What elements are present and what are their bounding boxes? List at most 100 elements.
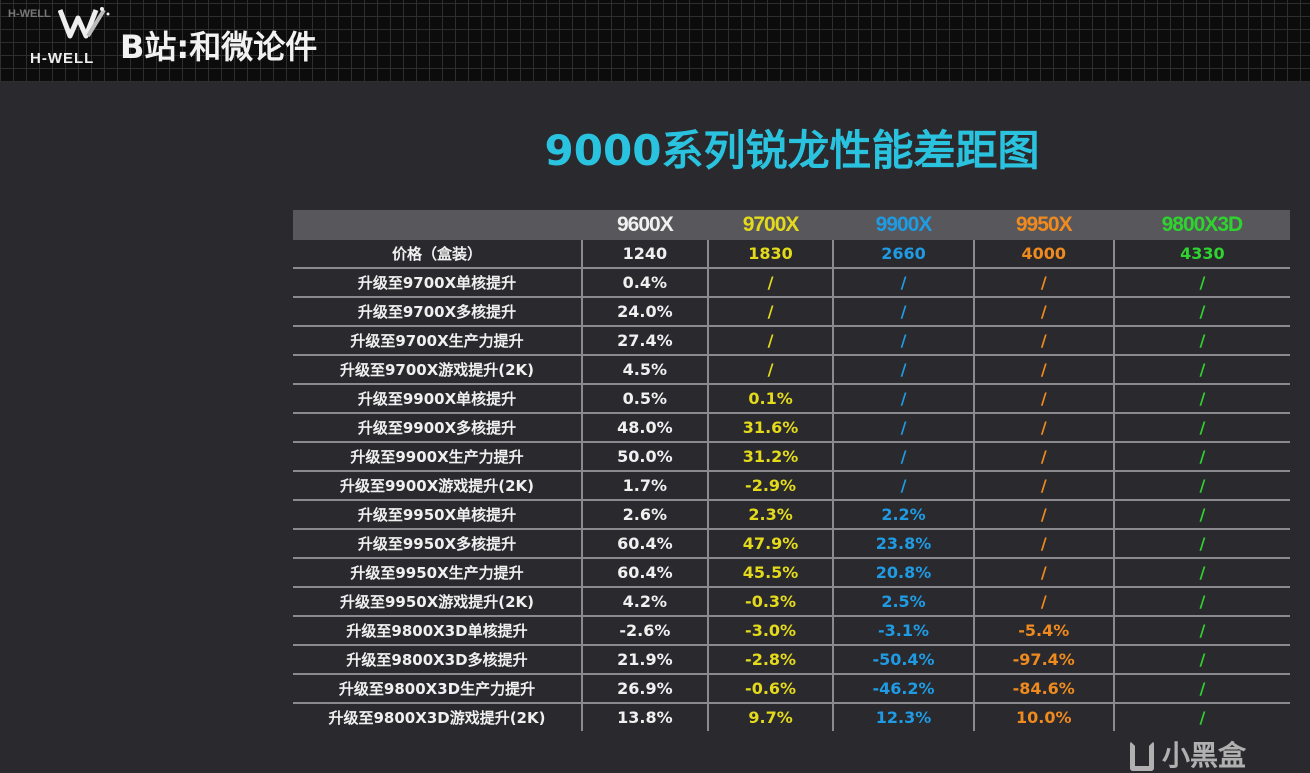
xiaoheihe-watermark: 小黑盒 — [1130, 740, 1246, 772]
table-cell: 13.8% — [581, 703, 709, 731]
logo-mark-icon — [58, 7, 110, 39]
table-cell: / — [1112, 297, 1290, 327]
row-label: 升级至9700X多核提升 — [293, 297, 583, 327]
logo-text: H-WELL — [30, 50, 95, 67]
row-label: 升级至9900X单核提升 — [293, 384, 583, 414]
table-cell: / — [706, 268, 835, 298]
table-row: 升级至9950X单核提升 2.6% 2.3% 2.2% / / — [293, 500, 1290, 530]
column-header-9600X: 9600X — [582, 210, 708, 240]
table-cell: / — [1112, 616, 1290, 646]
channel-name: B站:和微论件 — [120, 28, 318, 66]
table-cell: / — [832, 326, 975, 356]
column-header-9800X3D: 9800X3D — [1113, 210, 1290, 240]
table-cell: / — [972, 587, 1115, 617]
table-cell: 1.7% — [581, 471, 709, 501]
table-cell: / — [972, 384, 1115, 414]
table-cell: -46.2% — [832, 674, 975, 704]
table-cell: 48.0% — [581, 413, 709, 443]
header-banner: H-WELL H-WELL B站:和微论件 — [0, 0, 1310, 82]
table-cell: 4000 — [972, 240, 1115, 269]
table-cell: 23.8% — [832, 529, 975, 559]
table-row: 升级至9800X3D单核提升 -2.6% -3.0% -3.1% -5.4% / — [293, 616, 1290, 646]
column-header-9700X: 9700X — [707, 210, 834, 240]
table-cell: 10.0% — [972, 703, 1115, 731]
row-label: 升级至9950X生产力提升 — [293, 558, 583, 588]
table-cell: -50.4% — [832, 645, 975, 675]
table-cell: 45.5% — [706, 558, 835, 588]
table-cell: / — [832, 384, 975, 414]
table-cell: 12.3% — [832, 703, 975, 731]
table-cell: / — [1112, 500, 1290, 530]
table-cell: 2660 — [832, 240, 975, 269]
table-cell: / — [706, 326, 835, 356]
table-cell: 1830 — [706, 240, 835, 269]
table-cell: / — [1112, 326, 1290, 356]
table-cell: / — [1112, 471, 1290, 501]
table-cell: 2.2% — [832, 500, 975, 530]
table-cell: 60.4% — [581, 558, 709, 588]
table-cell: / — [832, 442, 975, 472]
table-cell: / — [972, 471, 1115, 501]
table-cell: / — [972, 355, 1115, 385]
table-cell: / — [972, 442, 1115, 472]
row-label: 升级至9950X多核提升 — [293, 529, 583, 559]
row-label: 价格（盒装） — [293, 240, 583, 269]
table-cell: -97.4% — [972, 645, 1115, 675]
table-cell: / — [1112, 413, 1290, 443]
table-cell: -0.6% — [706, 674, 835, 704]
xiaoheihe-logo-icon — [1130, 741, 1154, 771]
table-cell: / — [972, 413, 1115, 443]
row-label: 升级至9800X3D单核提升 — [293, 616, 583, 646]
table-cell: / — [832, 268, 975, 298]
table-row: 升级至9950X多核提升 60.4% 47.9% 23.8% / / — [293, 529, 1290, 559]
table-row: 升级至9800X3D游戏提升(2K) 13.8% 9.7% 12.3% 10.0% / — [293, 703, 1290, 731]
table-cell: 0.5% — [581, 384, 709, 414]
table-row: 升级至9700X多核提升 24.0% / / / / — [293, 297, 1290, 327]
table-cell: / — [1112, 442, 1290, 472]
row-label: 升级至9800X3D生产力提升 — [293, 674, 583, 704]
table-cell: 26.9% — [581, 674, 709, 704]
watermark-text: 小黑盒 — [1162, 739, 1247, 772]
table-cell: / — [1112, 674, 1290, 704]
row-label: 升级至9900X生产力提升 — [293, 442, 583, 472]
table-row: 升级至9950X游戏提升(2K) 4.2% -0.3% 2.5% / / — [293, 587, 1290, 617]
table-cell: 21.9% — [581, 645, 709, 675]
table-cell: / — [1112, 645, 1290, 675]
row-label: 升级至9900X游戏提升(2K) — [293, 471, 583, 501]
table-cell: -84.6% — [972, 674, 1115, 704]
table-cell: 2.6% — [581, 500, 709, 530]
header-corner — [293, 210, 582, 240]
table-row: 升级至9950X生产力提升 60.4% 45.5% 20.8% / / — [293, 558, 1290, 588]
table-row: 升级至9700X游戏提升(2K) 4.5% / / / / — [293, 355, 1290, 385]
table-cell: 4.2% — [581, 587, 709, 617]
table-cell: 31.2% — [706, 442, 835, 472]
table-cell: 2.5% — [832, 587, 975, 617]
row-label: 升级至9950X游戏提升(2K) — [293, 587, 583, 617]
table-cell: 1240 — [581, 240, 709, 269]
row-label: 升级至9800X3D多核提升 — [293, 645, 583, 675]
table-cell: / — [972, 529, 1115, 559]
table-cell: / — [832, 355, 975, 385]
table-cell: / — [1112, 355, 1290, 385]
table-cell: -0.3% — [706, 587, 835, 617]
table-cell: -2.8% — [706, 645, 835, 675]
table-header-row: 9600X 9700X 9900X 9950X 9800X3D — [293, 210, 1290, 240]
table-cell: / — [972, 558, 1115, 588]
logo-ghost-text: H-WELL — [8, 8, 51, 20]
table-row: 升级至9900X多核提升 48.0% 31.6% / / / — [293, 413, 1290, 443]
table-row: 升级至9700X单核提升 0.4% / / / / — [293, 268, 1290, 298]
table-row: 价格（盒装） 1240 1830 2660 4000 4330 — [293, 240, 1290, 269]
table-cell: -3.1% — [832, 616, 975, 646]
table-cell: / — [706, 355, 835, 385]
table-cell: 2.3% — [706, 500, 835, 530]
table-cell: / — [1112, 384, 1290, 414]
table-row: 升级至9800X3D多核提升 21.9% -2.8% -50.4% -97.4% / — [293, 645, 1290, 675]
table-cell: 20.8% — [832, 558, 975, 588]
table-cell: -2.9% — [706, 471, 835, 501]
table-cell: -3.0% — [706, 616, 835, 646]
table-cell: 4330 — [1112, 240, 1290, 269]
table-row: 升级至9900X单核提升 0.5% 0.1% / / / — [293, 384, 1290, 414]
table-row: 升级至9900X生产力提升 50.0% 31.2% / / / — [293, 442, 1290, 472]
column-header-9900X: 9900X — [833, 210, 974, 240]
h-well-logo: H-WELL H-WELL — [8, 6, 116, 72]
